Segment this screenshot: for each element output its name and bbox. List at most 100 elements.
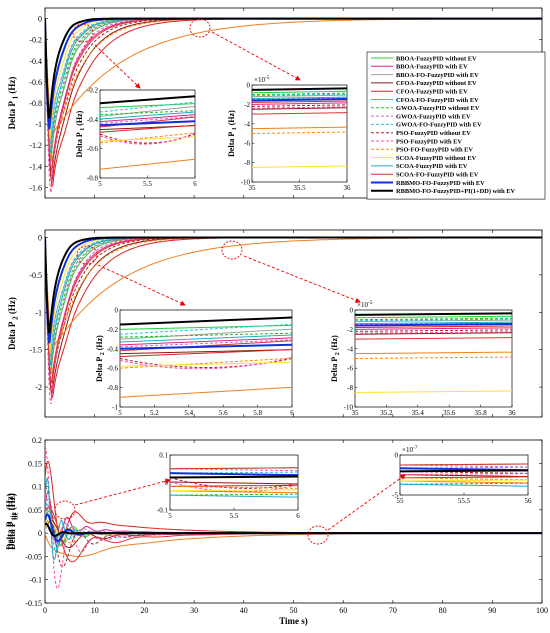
inset-exponent-power: -5 (265, 75, 270, 81)
inset-x-tick-label: 5.4 (184, 409, 193, 417)
legend-entry: GWOA-FO-FuzzyPID with EV (396, 122, 482, 129)
inset-x-tick-label: 6 (193, 180, 197, 188)
series-group (45, 236, 542, 405)
y-label-main: Delta P (5, 521, 15, 550)
inset-y-label-main: Delta P (75, 132, 84, 157)
inset-series-line (251, 96, 348, 100)
inset-exponent: ×10-5 (254, 75, 270, 84)
inset-series-line (119, 328, 293, 340)
inset-x-tick-label: 35 (352, 409, 360, 417)
inset-y-label-unit: (Hz) (95, 335, 104, 352)
inset-y-label-unit: (Hz) (75, 110, 84, 127)
inset-series-line (399, 463, 529, 466)
inset-series-line (251, 112, 348, 115)
legend-entry: SCOA-FuzzyPID with EV (396, 163, 468, 170)
x-tick-label: 30 (190, 606, 198, 615)
inset-y-tick-label: -1 (112, 404, 118, 412)
inset-y-tick-label: -8 (347, 384, 353, 392)
inset-y-tick-label: -0.1 (157, 507, 169, 515)
inset-series-line (354, 327, 513, 330)
inset-series-line (399, 474, 529, 478)
inset-series-line (169, 485, 299, 489)
inset-series-line (119, 323, 293, 335)
zoom-arrow (74, 478, 171, 506)
y-tick-label: -0.5 (29, 271, 42, 280)
inset-exponent-base: ×10 (402, 446, 413, 454)
inset-x-tick-label: 56 (525, 497, 533, 505)
legend-entry: PSO-FuzzyPID without EV (396, 130, 471, 137)
legend-entry: GWOA-FuzzyPID without EV (396, 105, 480, 112)
y-tick-label: 0 (38, 233, 42, 242)
inset-y-label-text: Delta P 2 (Hz) (330, 335, 341, 382)
y-axis-label: Delta P 1 (Hz) (7, 77, 20, 130)
inset-series-line (354, 323, 513, 327)
zoom-circle (221, 240, 243, 260)
inset-y-label: Delta P 1 (Hz) (75, 110, 86, 157)
inset-series-line (354, 337, 513, 340)
y-tick-label: -1 (35, 120, 42, 129)
y-tick-label: -1.2 (29, 141, 42, 150)
inset-y-tick-label: -0.2 (87, 87, 99, 95)
y-tick-label: -0.2 (29, 36, 42, 45)
inset-series-line (251, 94, 348, 98)
inset-x-tick-label: 35.6 (443, 409, 456, 417)
y-label-sub: tie (12, 512, 20, 521)
inset-y-tick-label: -0.8 (107, 384, 119, 392)
inset-series-line (99, 124, 196, 133)
inset-x-tick-label: 5 (168, 512, 172, 520)
inset-y-tick-label: -10 (241, 179, 251, 187)
inset-exponent: ×10-7 (402, 445, 418, 454)
legend: BBOA-FuzzyPID without EV BBOA-FuzzyPID wi… (366, 51, 546, 200)
y-label-unit: (Hz) (5, 493, 15, 512)
y-axis-label-text: Delta P tie (Hz) (5, 493, 18, 550)
y-axis-label-text: Delta P 2 (Hz) (7, 297, 20, 350)
legend-box (366, 51, 546, 200)
inset-series-line (99, 136, 196, 142)
inset-series-line (251, 90, 348, 94)
x-tick-label: 20 (140, 606, 148, 615)
zoom-arrow (327, 474, 406, 531)
inset-x-tick-label: 6 (290, 409, 294, 417)
inset-series-line (354, 390, 513, 393)
zoom-arrow (243, 255, 361, 303)
inset-series-line (99, 115, 196, 124)
inset-series-line (354, 317, 513, 321)
zoom-arrow (97, 264, 186, 306)
zoom-arrow (211, 31, 301, 81)
y-tick-label: -0.6 (29, 78, 42, 87)
legend-entry: RBBMO-FO-FuzzyPID with EV (396, 180, 485, 187)
y-tick-label: -1.6 (29, 183, 42, 192)
inset-y-tick-label: -6 (244, 140, 250, 148)
inset-x-tick-label: 36 (344, 184, 352, 192)
inset-series-line (251, 93, 348, 97)
inset-y-label-text: Delta P 1 (Hz) (75, 110, 86, 157)
inset-series-line (169, 489, 299, 492)
inset-series-line (251, 106, 348, 109)
inset-y-label-unit: (Hz) (330, 335, 339, 352)
x-axis-label: Time s) (279, 616, 308, 626)
inset-series-line (99, 103, 196, 109)
legend-entry: SCOA-FO-FuzzyPID with EV (396, 172, 479, 179)
inset-series-line (354, 318, 513, 322)
inset-series-line (354, 321, 513, 325)
inset-series-line (99, 120, 196, 127)
y-tick-label: 0.2 (32, 436, 42, 445)
inset-y-label: Delta P 2 (Hz) (330, 335, 341, 382)
inset-series-line (251, 107, 348, 110)
series-line (45, 522, 542, 538)
legend-entry: BBOA-FuzzyPID without EV (396, 55, 477, 62)
inset-y-tick-label: -2 (347, 326, 353, 334)
y-axis-label: Delta P tie (Hz) (5, 493, 18, 550)
inset-y-tick-label: -10 (344, 404, 354, 412)
inset-series-line (354, 332, 513, 335)
inset-series-line (119, 343, 293, 350)
y-tick-label: -1 (35, 308, 42, 317)
inset-series-line (251, 98, 348, 102)
inset-series-line (119, 334, 293, 343)
inset-series-line (99, 110, 196, 116)
y-label-main: Delta P (7, 521, 17, 550)
legend-entry: BBOA-FuzzyPID with EV (396, 64, 468, 71)
inset-series-line (119, 324, 293, 330)
inset-y-tick-label: 0 (247, 82, 251, 90)
inset-series-line (354, 319, 513, 323)
